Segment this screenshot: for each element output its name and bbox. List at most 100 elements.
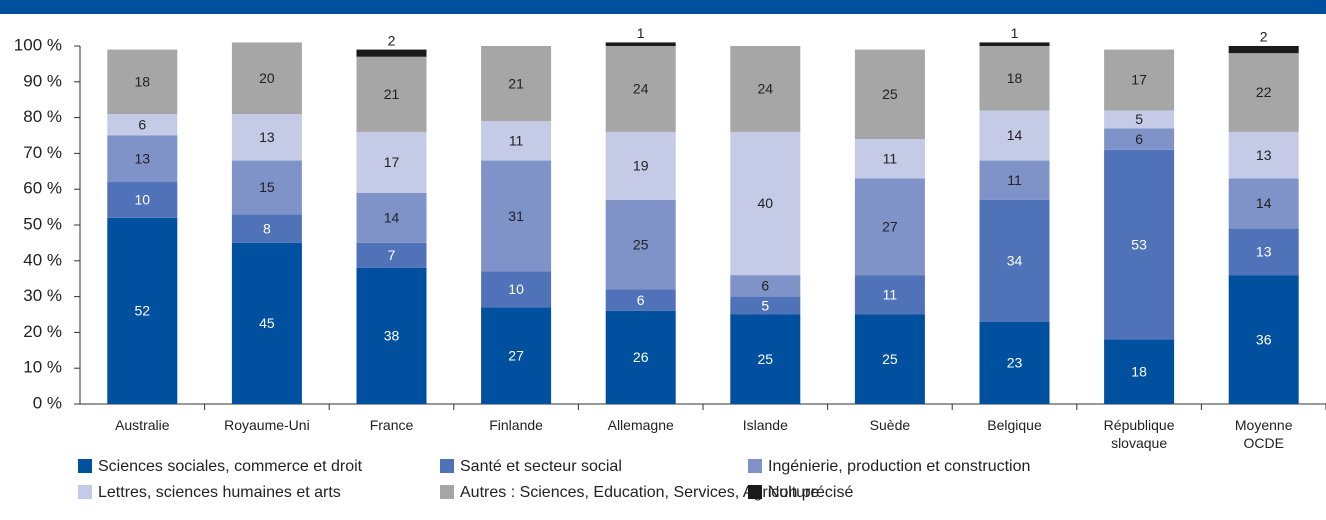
data-label: 17 — [1131, 72, 1147, 88]
data-label: 53 — [1131, 236, 1147, 252]
legend-label: Lettres, sciences humaines et arts — [98, 484, 341, 501]
legend-label: Autres : Sciences, Education, Services, … — [460, 484, 819, 501]
data-label: 14 — [1007, 127, 1023, 143]
legend-swatch — [78, 485, 92, 499]
bar-segment — [730, 275, 801, 297]
x-tick-label: Belgique — [987, 417, 1042, 433]
y-tick-label: 50 % — [23, 214, 62, 233]
bar-segment — [1104, 149, 1175, 340]
x-tick-label: Moyenne OCDE — [1235, 417, 1293, 451]
data-label: 23 — [1007, 355, 1023, 371]
bar-segment — [481, 121, 552, 161]
legend-label: Sciences sociales, commerce et droit — [98, 458, 363, 475]
y-tick-label: 40 % — [23, 250, 62, 269]
bar-segment — [605, 46, 676, 132]
data-label: 34 — [1007, 253, 1023, 269]
bar-segment — [231, 42, 302, 115]
data-label: 6 — [637, 292, 645, 308]
data-label: 1 — [1011, 25, 1019, 41]
data-label: 13 — [135, 150, 151, 166]
bar-segment — [1228, 131, 1299, 179]
bar-segment — [1228, 275, 1299, 404]
bar-segment — [730, 296, 801, 315]
bar-segment — [979, 42, 1050, 46]
bar-segment — [1228, 178, 1299, 229]
bar-segment — [231, 214, 302, 243]
y-tick-label: 10 % — [23, 358, 62, 377]
data-label: 17 — [384, 154, 400, 170]
data-label: 5 — [761, 297, 769, 313]
bar-segment — [356, 131, 427, 193]
bar-segment — [979, 110, 1050, 161]
data-label: 24 — [758, 81, 774, 97]
bar-segment — [107, 49, 178, 115]
bar-segment — [356, 56, 427, 132]
bar-segment — [605, 42, 676, 46]
bar-segment — [231, 242, 302, 404]
bar-segment — [730, 46, 801, 132]
data-label: 1 — [637, 25, 645, 41]
data-label: 6 — [138, 116, 146, 132]
bar-segment — [481, 307, 552, 404]
data-label: 52 — [135, 303, 151, 319]
data-label: 10 — [508, 281, 524, 297]
bar-segment — [1104, 110, 1175, 129]
x-tick-label: Royaume-Uni — [224, 417, 310, 433]
legend-swatch — [748, 459, 762, 473]
bar-segment — [107, 182, 178, 218]
bar-segment — [1104, 49, 1175, 111]
bar-segment — [605, 289, 676, 311]
data-label: 13 — [1256, 244, 1272, 260]
y-tick-label: 70 % — [23, 143, 62, 162]
bar-segment — [605, 131, 676, 200]
bar-segment — [1104, 339, 1175, 404]
data-label: 8 — [263, 220, 271, 236]
bar-segment — [730, 131, 801, 276]
bar-segment — [605, 310, 676, 404]
data-label: 15 — [259, 179, 275, 195]
data-label: 11 — [1007, 172, 1022, 188]
data-label: 40 — [758, 195, 774, 211]
x-tick-label: France — [370, 417, 414, 433]
bar-segment — [356, 242, 427, 268]
data-label: 10 — [135, 192, 151, 208]
bar-segment — [107, 135, 178, 183]
bar-segment — [231, 160, 302, 215]
y-tick-label: 30 % — [23, 286, 62, 305]
x-tick-label: République slovaque — [1104, 417, 1175, 451]
legend-swatch — [748, 485, 762, 499]
data-label: 21 — [384, 86, 400, 102]
data-label: 5 — [1135, 111, 1143, 127]
y-tick-label: 0 % — [33, 393, 62, 412]
data-label: 18 — [135, 74, 151, 90]
bar-segment — [356, 192, 427, 243]
bar-segment — [1228, 228, 1299, 276]
bar-segment — [854, 49, 925, 140]
bar-segment — [107, 217, 178, 404]
bar-segment — [1104, 128, 1175, 150]
bar-segment — [481, 46, 552, 122]
data-label: 25 — [633, 236, 649, 252]
data-label: 27 — [882, 218, 898, 234]
bar-segment — [979, 199, 1050, 322]
bar-segment — [730, 314, 801, 404]
bar-segment — [979, 321, 1050, 404]
bar-segment — [231, 114, 302, 161]
data-label: 2 — [1260, 29, 1268, 45]
data-label: 19 — [633, 158, 649, 174]
data-label: 11 — [883, 150, 898, 166]
data-label: 7 — [388, 247, 396, 263]
data-label: 45 — [259, 315, 275, 331]
data-label: 11 — [509, 133, 524, 149]
bar-segment — [854, 314, 925, 404]
bar-segment — [481, 271, 552, 308]
data-label: 14 — [384, 210, 400, 226]
y-tick-label: 60 % — [23, 179, 62, 198]
data-label: 6 — [1135, 131, 1143, 147]
bar-segment — [356, 49, 427, 57]
bar-segment — [1228, 53, 1299, 132]
y-tick-label: 100 % — [14, 35, 62, 54]
x-tick-label: Islande — [743, 417, 788, 433]
data-label: 36 — [1256, 331, 1272, 347]
